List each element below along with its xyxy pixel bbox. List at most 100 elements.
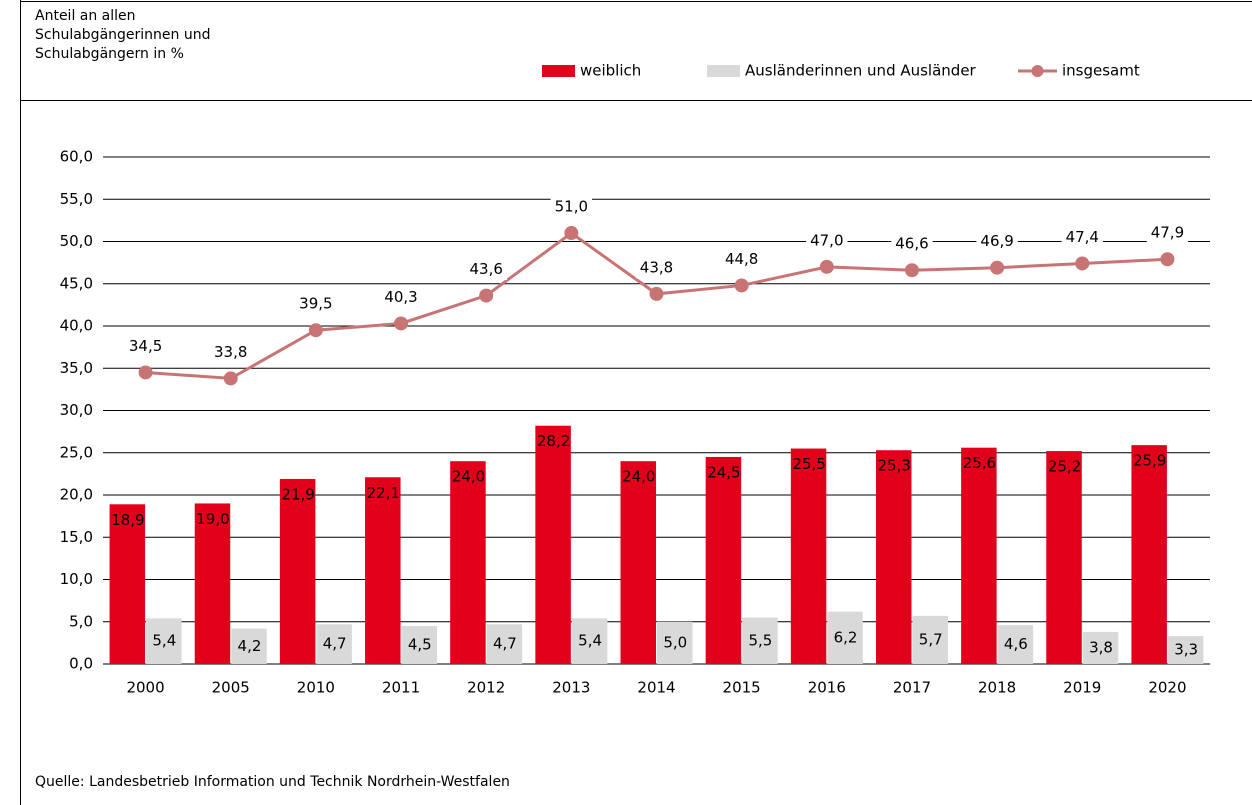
bar <box>742 617 778 664</box>
line-value-label: 34,5 <box>129 337 162 355</box>
legend-label: weiblich <box>580 62 641 80</box>
bar-value-label: 4,6 <box>1004 635 1028 653</box>
y-tick-label: 0,0 <box>69 655 93 673</box>
x-tick-label: 2014 <box>637 679 675 697</box>
label-background <box>380 285 422 308</box>
bar <box>194 503 231 664</box>
bar-value-label: 3,3 <box>1174 641 1198 659</box>
x-tick-label: 2005 <box>212 679 250 697</box>
bar-value-label: 5,0 <box>663 633 687 651</box>
y-tick-label: 5,0 <box>69 612 93 630</box>
line-marker <box>308 323 323 338</box>
x-tick-label: 2019 <box>1063 679 1101 697</box>
bar <box>316 624 352 664</box>
bar <box>1046 451 1082 664</box>
line-marker <box>734 278 749 293</box>
x-tick-label: 2000 <box>126 679 164 697</box>
bar <box>1082 631 1119 664</box>
y-tick-label: 50,0 <box>60 232 93 250</box>
bar <box>620 461 656 664</box>
label-background <box>635 256 678 279</box>
bar <box>961 447 997 664</box>
line-value-label: 47,4 <box>1066 228 1099 246</box>
label-background <box>550 195 593 218</box>
source-note: Quelle: Landesbetrieb Information und Te… <box>35 774 510 790</box>
bar <box>486 624 523 664</box>
line-marker <box>904 263 919 278</box>
legend-swatch <box>707 65 740 77</box>
bar <box>1167 636 1204 664</box>
legend-marker <box>1031 65 1044 77</box>
bar <box>912 615 948 664</box>
line-marker <box>990 260 1005 275</box>
line-marker <box>1075 256 1090 271</box>
line-value-label: 40,3 <box>384 288 417 306</box>
bar-value-label: 4,2 <box>238 637 262 655</box>
bar <box>279 478 316 664</box>
bar-value-label: 3,8 <box>1089 638 1113 656</box>
bar-value-label: 24,5 <box>707 463 740 481</box>
bar <box>365 477 401 664</box>
line-marker <box>479 288 494 303</box>
line-marker <box>1160 252 1175 267</box>
bar <box>827 611 863 664</box>
legend-swatch <box>542 65 575 77</box>
bar <box>401 625 438 664</box>
y-tick-label: 35,0 <box>60 359 93 377</box>
y-tick-label: 25,0 <box>60 443 93 461</box>
bar-value-label: 24,0 <box>452 468 485 486</box>
line-value-label: 46,6 <box>895 235 928 253</box>
bar-value-label: 25,9 <box>1133 452 1166 470</box>
line-marker <box>819 259 834 274</box>
bar-value-label: 5,5 <box>748 631 772 649</box>
y-tick-label: 30,0 <box>60 401 93 419</box>
bar <box>450 461 486 664</box>
bar <box>790 448 827 664</box>
legend-label: Ausländerinnen und Ausländer <box>745 62 977 80</box>
label-background <box>210 340 252 363</box>
y-axis-title: Schulabgängerinnen und <box>35 27 211 43</box>
line-value-label: 46,9 <box>980 232 1013 250</box>
label-background <box>1061 225 1103 248</box>
y-tick-label: 45,0 <box>60 274 93 292</box>
bar <box>109 504 146 664</box>
line-marker <box>564 226 579 241</box>
line-value-label: 51,0 <box>555 198 588 216</box>
legend-label: insgesamt <box>1062 62 1140 80</box>
line-value-label: 43,6 <box>469 260 502 278</box>
bar-value-label: 5,7 <box>919 630 943 648</box>
bar-value-label: 21,9 <box>281 485 314 503</box>
bar <box>997 625 1034 664</box>
bar-value-label: 24,0 <box>622 468 655 486</box>
bar-value-label: 4,7 <box>493 635 517 653</box>
x-tick-label: 2012 <box>467 679 505 697</box>
bar <box>535 425 571 664</box>
x-tick-label: 2020 <box>1148 679 1186 697</box>
y-tick-label: 15,0 <box>60 528 93 546</box>
bar <box>875 450 912 664</box>
bar <box>657 621 693 664</box>
bar-value-label: 4,7 <box>323 635 347 653</box>
bar-value-label: 5,4 <box>578 632 602 650</box>
bar <box>571 618 608 664</box>
y-axis-title: Schulabgängern in % <box>35 46 184 62</box>
bar-value-label: 25,6 <box>963 454 996 472</box>
bar-value-label: 25,5 <box>792 455 825 473</box>
bar-value-label: 25,3 <box>878 457 911 475</box>
line-value-label: 47,0 <box>810 231 843 249</box>
x-tick-label: 2018 <box>978 679 1016 697</box>
y-tick-label: 55,0 <box>60 190 93 208</box>
bar-value-label: 4,5 <box>408 635 432 653</box>
y-tick-label: 40,0 <box>60 317 93 335</box>
line-marker <box>394 316 409 331</box>
x-tick-label: 2015 <box>723 679 761 697</box>
bar-value-label: 18,9 <box>111 511 144 529</box>
bar <box>1131 445 1167 664</box>
y-tick-label: 10,0 <box>60 570 93 588</box>
line-value-label: 44,8 <box>725 250 758 268</box>
label-background <box>976 230 1018 253</box>
bar <box>705 456 742 664</box>
bar <box>146 618 182 664</box>
label-background <box>124 334 167 357</box>
